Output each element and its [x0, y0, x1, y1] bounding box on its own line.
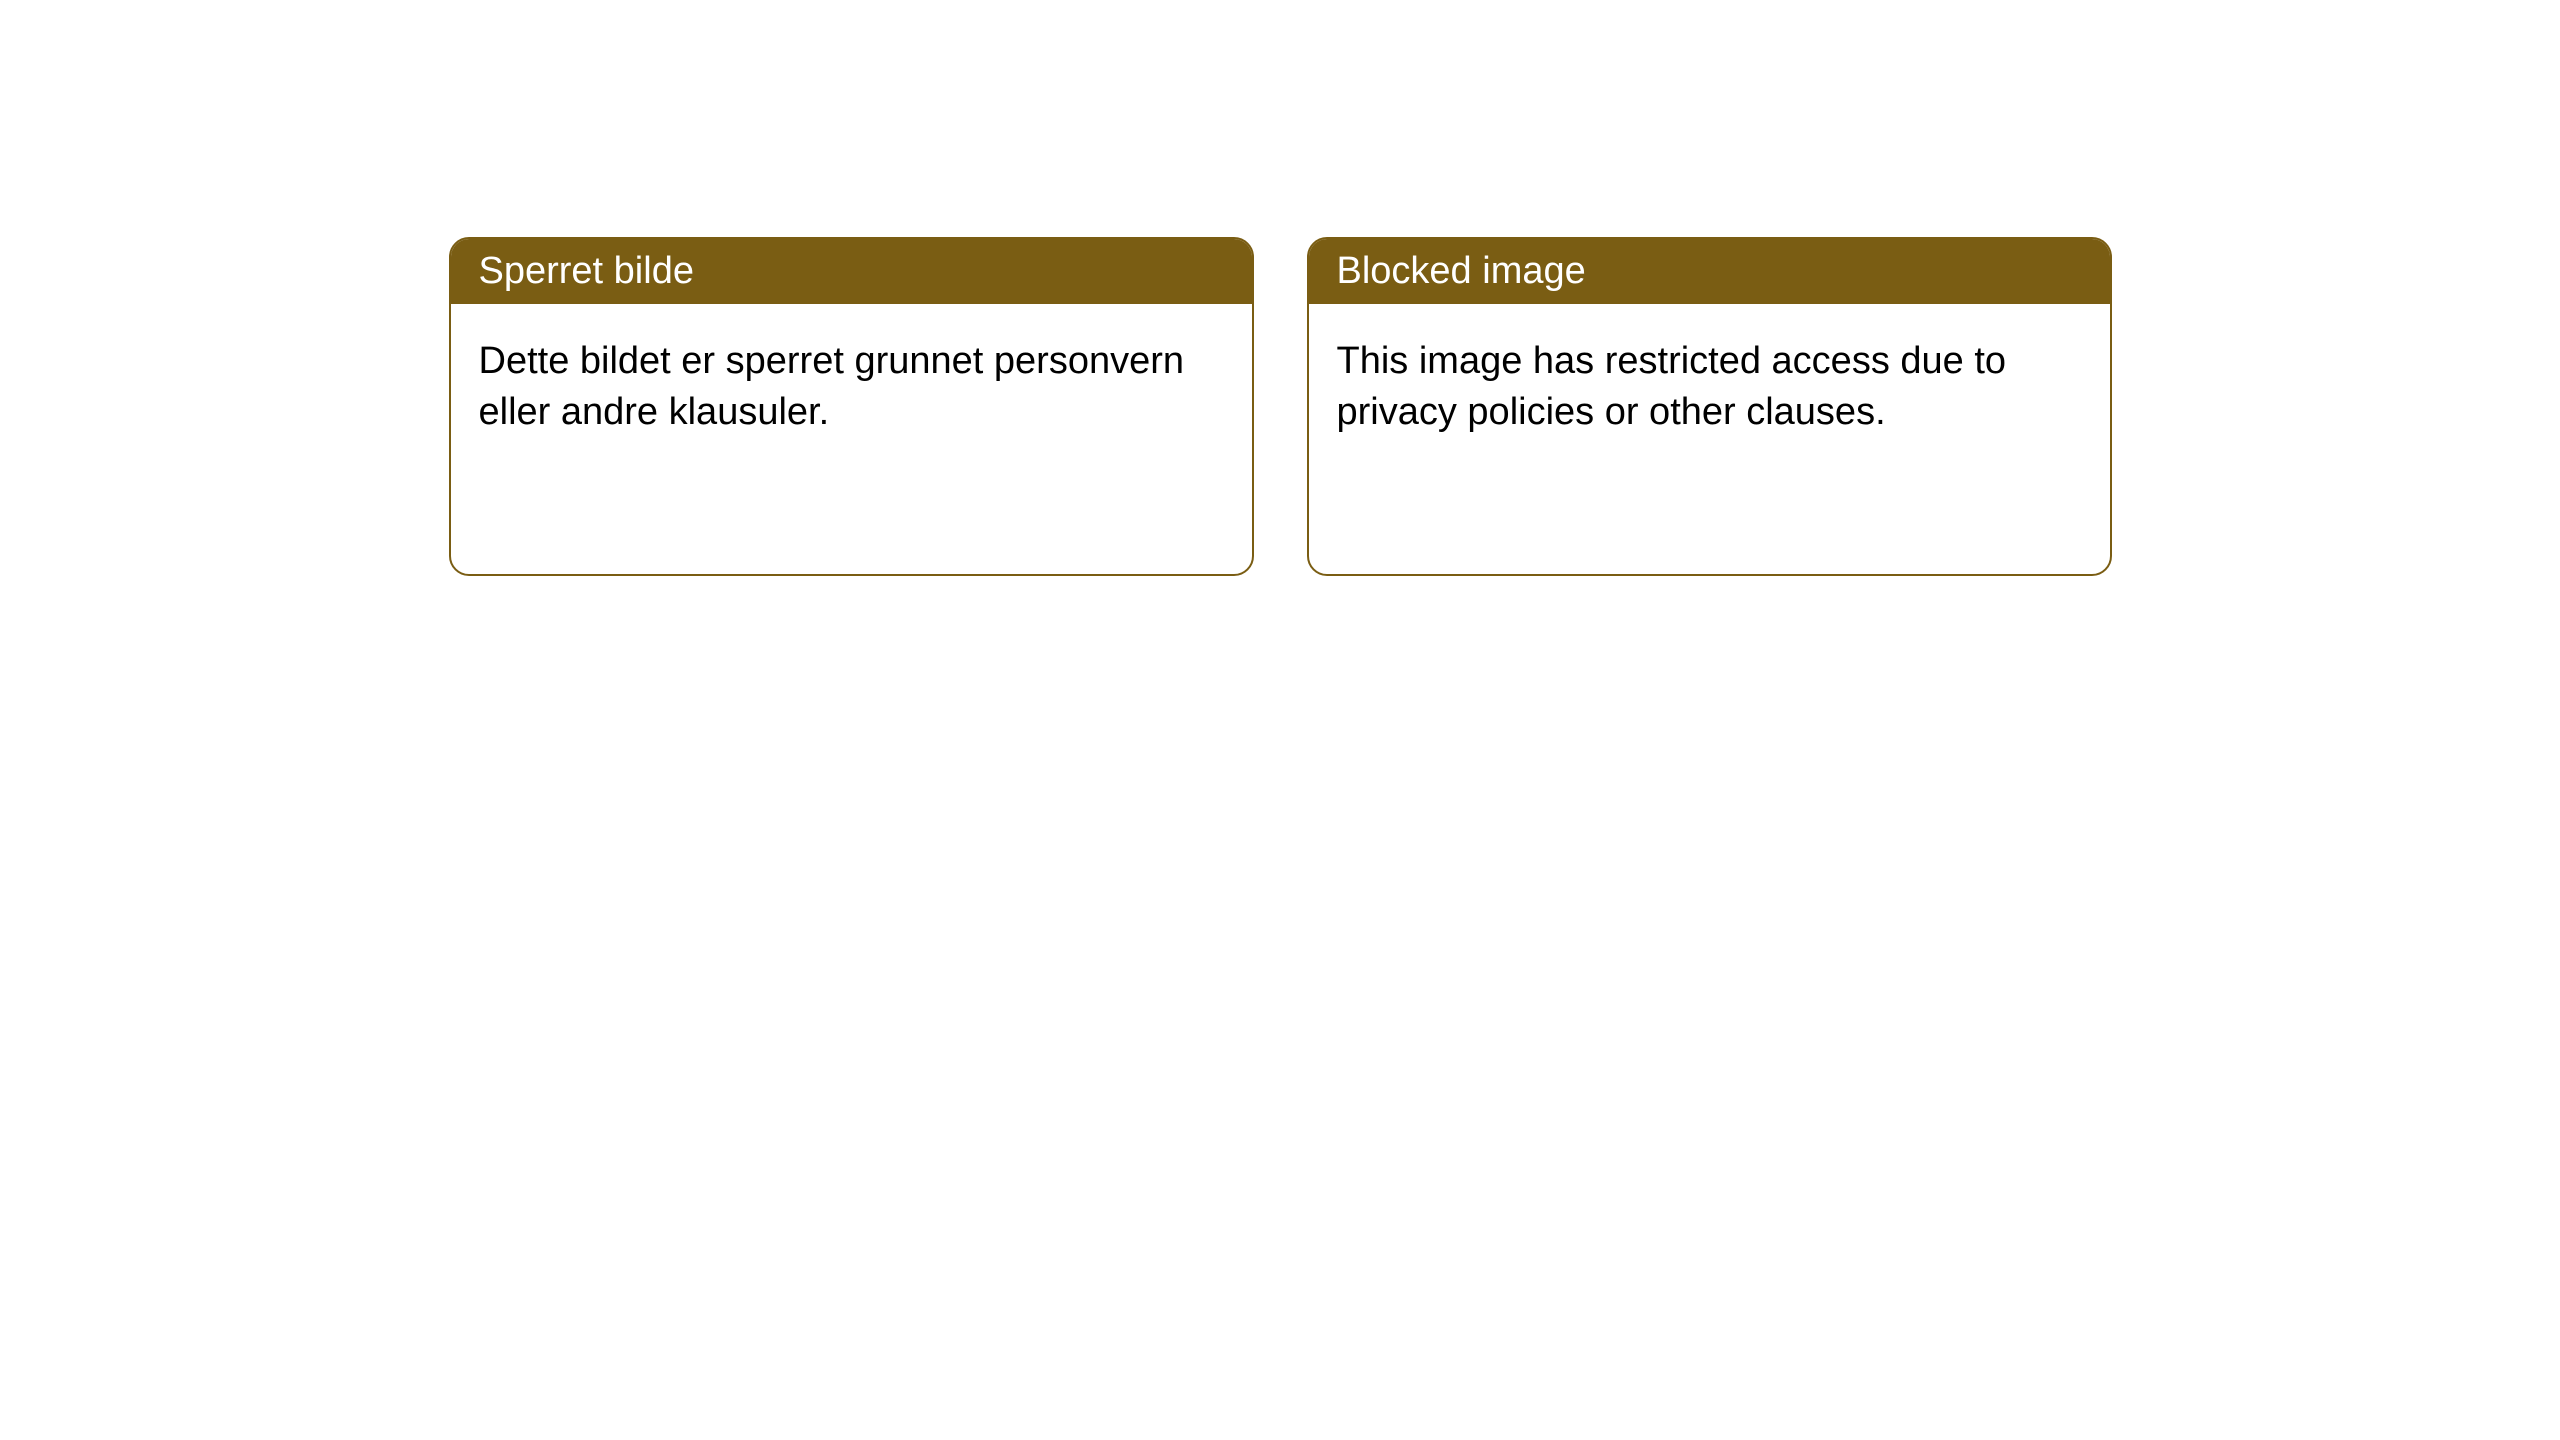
blocked-image-card-norwegian: Sperret bilde Dette bildet er sperret gr…	[449, 237, 1254, 576]
blocked-image-card-english: Blocked image This image has restricted …	[1307, 237, 2112, 576]
card-header-english: Blocked image	[1309, 239, 2110, 304]
card-body-norwegian: Dette bildet er sperret grunnet personve…	[451, 304, 1252, 574]
card-body-english: This image has restricted access due to …	[1309, 304, 2110, 574]
card-title-english: Blocked image	[1337, 250, 1586, 292]
card-header-norwegian: Sperret bilde	[451, 239, 1252, 304]
card-title-norwegian: Sperret bilde	[479, 250, 694, 292]
card-message-norwegian: Dette bildet er sperret grunnet personve…	[479, 340, 1185, 433]
card-message-english: This image has restricted access due to …	[1337, 340, 2007, 433]
blocked-image-notice-container: Sperret bilde Dette bildet er sperret gr…	[449, 237, 2112, 576]
